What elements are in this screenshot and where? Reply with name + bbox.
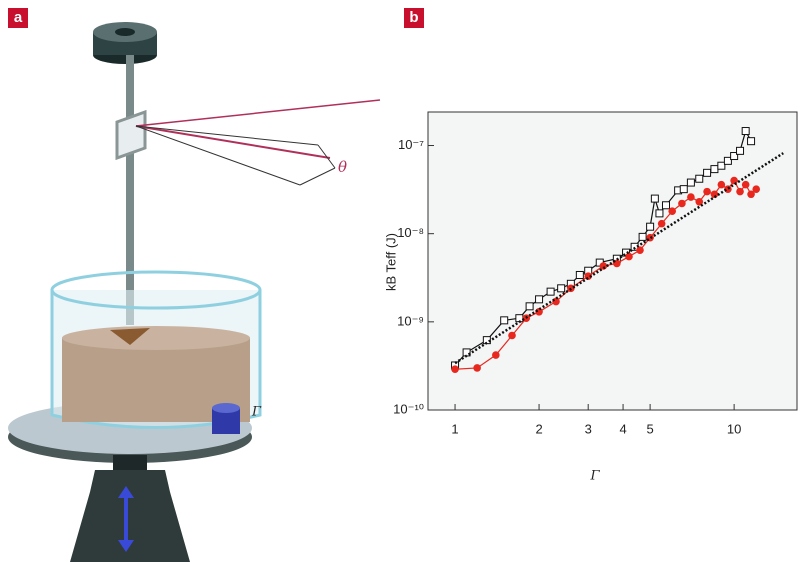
square-marker <box>650 194 659 203</box>
square-marker <box>557 284 566 293</box>
fit-line <box>454 152 784 365</box>
y-axis-label: kB Teff (J) <box>383 233 398 291</box>
square-marker <box>717 161 726 170</box>
square-marker <box>535 295 544 304</box>
square-marker <box>747 137 756 146</box>
x-tick-label: 2 <box>535 421 542 436</box>
square-marker <box>730 152 739 161</box>
circle-marker <box>636 246 644 254</box>
circle-marker <box>678 199 686 208</box>
square-marker <box>703 168 712 177</box>
square-marker <box>546 287 555 296</box>
circle-marker <box>657 219 666 228</box>
circle-marker <box>717 180 726 189</box>
panel-badge <box>404 8 424 28</box>
gamma-label: Γ <box>251 405 262 420</box>
square-marker <box>679 185 688 194</box>
circle-marker <box>473 364 481 372</box>
circle-marker <box>625 252 633 261</box>
circle-marker <box>703 187 711 196</box>
square-marker <box>646 222 655 231</box>
circle-marker <box>752 185 761 193</box>
square-marker <box>525 302 534 311</box>
panel-label: b <box>409 9 418 26</box>
square-marker <box>710 165 719 174</box>
panel-badge <box>8 8 28 28</box>
circle-marker <box>730 176 738 185</box>
y-tick-label: 10⁻⁸ <box>397 225 424 240</box>
square-marker <box>500 316 509 325</box>
theta-label: θ <box>338 158 347 176</box>
square-marker <box>723 156 732 165</box>
square-marker <box>686 178 695 187</box>
square-marker <box>736 146 745 155</box>
circle-marker <box>492 351 500 359</box>
circle-marker <box>747 190 755 199</box>
plot-frame <box>427 111 798 411</box>
x-tick-label: 3 <box>585 421 592 436</box>
series-line <box>455 179 757 370</box>
square-marker <box>661 201 670 210</box>
x-axis-label: Γ <box>589 469 600 484</box>
x-tick-label: 4 <box>619 421 626 436</box>
square-marker <box>575 270 584 279</box>
circle-marker <box>741 180 750 189</box>
x-tick-label: 10 <box>727 421 741 436</box>
square-marker <box>695 174 704 183</box>
square-marker <box>638 232 647 241</box>
y-tick-label: 10⁻⁹ <box>397 313 424 328</box>
y-tick-label: 10⁻¹⁰ <box>393 401 424 416</box>
square-marker <box>655 209 664 218</box>
y-tick-label: 10⁻⁷ <box>398 137 424 152</box>
apparatus-illustration: θ Γ <box>8 22 381 562</box>
circle-marker <box>736 187 744 196</box>
circle-marker <box>451 365 459 374</box>
square-marker <box>741 127 750 136</box>
x-tick-label: 5 <box>646 421 653 436</box>
circle-marker <box>508 331 516 340</box>
circle-marker <box>710 190 719 199</box>
circle-marker <box>695 197 704 206</box>
panel-label: a <box>14 9 23 26</box>
circle-marker <box>687 193 695 201</box>
x-tick-label: 1 <box>451 421 458 436</box>
circle-marker <box>668 207 677 215</box>
